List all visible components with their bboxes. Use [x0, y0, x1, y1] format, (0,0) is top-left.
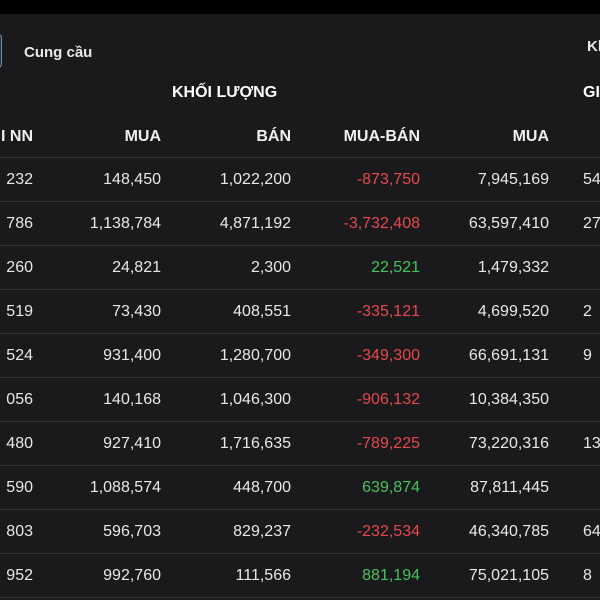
cell-value-next: 8 — [583, 567, 592, 584]
market-table-panel: Cung cầu Kh KHỐI LƯỢNG GI I NN MUA BÁN M… — [0, 14, 600, 600]
cell-volume-buy: 1,138,784 — [89, 215, 161, 232]
cell-volume-sell: 829,237 — [233, 523, 291, 540]
table-row[interactable]: 786 1,138,784 4,871,192 -3,732,408 63,59… — [0, 202, 600, 246]
cell-volume-net: -335,121 — [356, 303, 420, 320]
cell-volume-buy: 1,088,574 — [89, 479, 161, 496]
cell-volume-sell: 1,716,635 — [219, 435, 291, 452]
cell-value-buy: 1,479,332 — [477, 259, 549, 276]
header-volume-sell[interactable]: BÁN — [256, 128, 291, 145]
tab-toggle[interactable] — [0, 34, 2, 68]
cell-volume-net: -873,750 — [356, 171, 420, 188]
cell-value-buy: 75,021,105 — [468, 567, 549, 584]
header-value-buy[interactable]: MUA — [512, 128, 549, 145]
cell-foreign-net: 260 — [6, 259, 33, 276]
cell-volume-buy: 927,410 — [103, 435, 161, 452]
cell-value-buy: 63,597,410 — [468, 215, 549, 232]
cell-value-next: 54 — [583, 171, 600, 188]
table-row[interactable]: 524 931,400 1,280,700 -349,300 66,691,13… — [0, 334, 600, 378]
cell-volume-sell: 1,022,200 — [219, 171, 291, 188]
cell-volume-net: 881,194 — [362, 567, 420, 584]
cell-value-buy: 4,699,520 — [477, 303, 549, 320]
cell-value-buy: 7,945,169 — [477, 171, 549, 188]
cell-value-buy: 66,691,131 — [468, 347, 549, 364]
group-value-title: GI — [583, 84, 600, 101]
cell-foreign-net: 590 — [6, 479, 33, 496]
cell-value-next: 135 — [583, 435, 600, 452]
cell-value-buy: 10,384,350 — [468, 391, 549, 408]
header-foreign-net[interactable]: I NN — [1, 128, 33, 145]
column-header-row: I NN MUA BÁN MUA-BÁN MUA — [0, 114, 600, 158]
cell-volume-sell: 1,046,300 — [219, 391, 291, 408]
table-row[interactable]: 803 596,703 829,237 -232,534 46,340,785 … — [0, 510, 600, 554]
table-row[interactable]: 590 1,088,574 448,700 639,874 87,811,445 — [0, 466, 600, 510]
cell-volume-net: -3,732,408 — [343, 215, 420, 232]
cell-volume-buy: 140,168 — [103, 391, 161, 408]
cell-volume-net: -232,534 — [356, 523, 420, 540]
table-row[interactable]: 952 992,760 111,566 881,194 75,021,105 8 — [0, 554, 600, 598]
cell-value-buy: 73,220,316 — [468, 435, 549, 452]
column-group-row: KHỐI LƯỢNG GI — [0, 74, 600, 114]
group-volume-title: KHỐI LƯỢNG — [172, 84, 278, 101]
cell-foreign-net: 952 — [6, 567, 33, 584]
cell-volume-buy: 596,703 — [103, 523, 161, 540]
cell-volume-sell: 2,300 — [250, 259, 291, 276]
cell-volume-sell: 448,700 — [233, 479, 291, 496]
cell-foreign-net: 786 — [6, 215, 33, 232]
table-row[interactable]: 232 148,450 1,022,200 -873,750 7,945,169… — [0, 158, 600, 202]
cell-volume-buy: 24,821 — [112, 259, 161, 276]
cell-foreign-net: 232 — [6, 171, 33, 188]
cell-volume-buy: 148,450 — [103, 171, 161, 188]
cell-volume-net: 22,521 — [371, 259, 420, 276]
cell-foreign-net: 056 — [6, 391, 33, 408]
cell-foreign-net: 480 — [6, 435, 33, 452]
cell-volume-net: 639,874 — [362, 479, 420, 496]
cell-value-next: 272 — [583, 215, 600, 232]
cell-volume-sell: 1,280,700 — [219, 347, 291, 364]
tab-right[interactable]: Kh — [587, 38, 600, 55]
header-volume-net[interactable]: MUA-BÁN — [343, 128, 420, 145]
table-row[interactable]: 480 927,410 1,716,635 -789,225 73,220,31… — [0, 422, 600, 466]
cell-foreign-net: 519 — [6, 303, 33, 320]
cell-value-buy: 87,811,445 — [470, 479, 549, 496]
cell-volume-net: -789,225 — [356, 435, 420, 452]
table-row[interactable]: 519 73,430 408,551 -335,121 4,699,520 2 — [0, 290, 600, 334]
tab-bar: Cung cầu Kh — [0, 14, 600, 74]
cell-volume-net: -349,300 — [356, 347, 420, 364]
cell-foreign-net: 524 — [6, 347, 33, 364]
tab-cung-cau[interactable]: Cung cầu — [24, 44, 93, 61]
top-strip — [0, 0, 600, 14]
cell-foreign-net: 803 — [6, 523, 33, 540]
table-row[interactable]: 056 140,168 1,046,300 -906,132 10,384,35… — [0, 378, 600, 422]
cell-value-next: 64 — [583, 523, 600, 540]
cell-volume-sell: 408,551 — [233, 303, 291, 320]
cell-volume-sell: 4,871,192 — [219, 215, 291, 232]
cell-value-buy: 46,340,785 — [468, 523, 549, 540]
cell-value-next: 9 — [583, 347, 592, 364]
table-row[interactable]: 260 24,821 2,300 22,521 1,479,332 — [0, 246, 600, 290]
cell-volume-buy: 73,430 — [112, 303, 161, 320]
cell-volume-buy: 931,400 — [103, 347, 161, 364]
cell-volume-buy: 992,760 — [103, 567, 161, 584]
cell-volume-sell: 111,566 — [235, 567, 291, 584]
header-volume-buy[interactable]: MUA — [124, 128, 161, 145]
table-body: 232 148,450 1,022,200 -873,750 7,945,169… — [0, 158, 600, 598]
cell-volume-net: -906,132 — [356, 391, 420, 408]
cell-value-next: 2 — [583, 303, 592, 320]
